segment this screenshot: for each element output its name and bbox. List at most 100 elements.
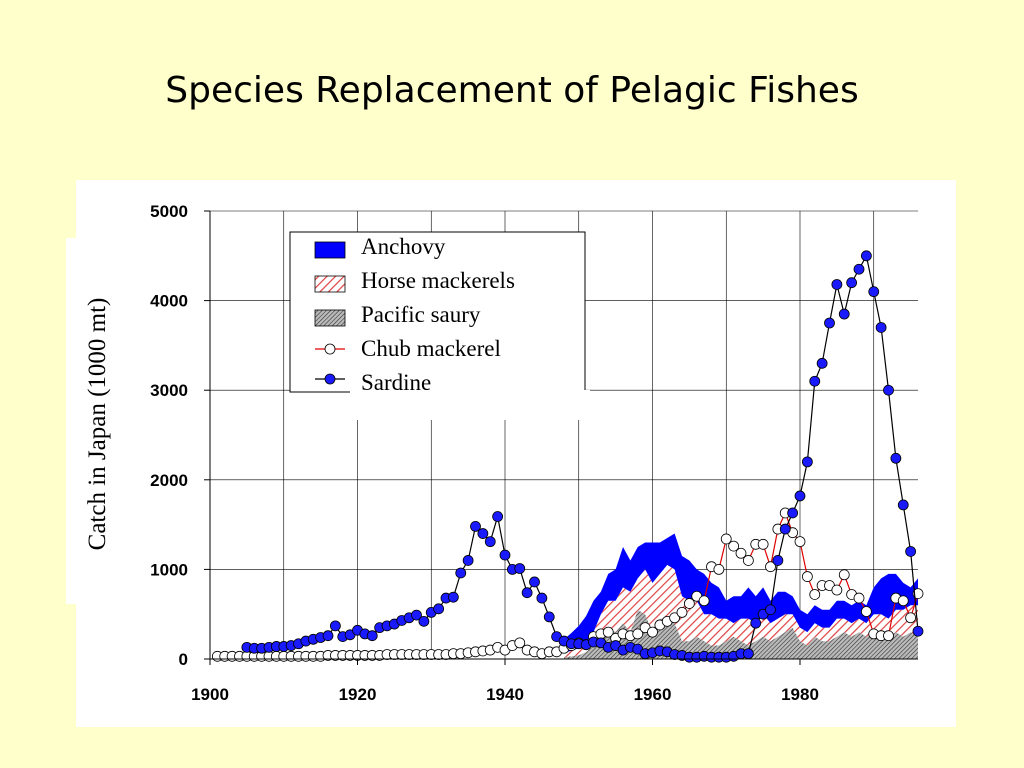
legend-swatch-horse-mackerels xyxy=(314,275,346,293)
point-sardine xyxy=(418,615,430,627)
legend: Anchovy Horse mackerels Pacific saury Chub … xyxy=(289,231,590,420)
point-sardine xyxy=(742,648,754,660)
point-sardine xyxy=(765,604,776,616)
point-chub-mackerel xyxy=(742,555,754,566)
point-chub-mackerel xyxy=(801,571,813,582)
point-sardine xyxy=(860,250,872,262)
point-sardine xyxy=(433,603,445,615)
point-chub-mackerel xyxy=(632,628,644,640)
point-sardine xyxy=(447,591,459,603)
point-sardine xyxy=(890,452,902,464)
point-sardine xyxy=(787,507,799,519)
point-chub-mackerel xyxy=(514,637,526,649)
point-chub-mackerel xyxy=(897,595,909,607)
point-sardine xyxy=(529,576,540,588)
point-chub-mackerel xyxy=(765,561,776,573)
y-tick-label: 5000 xyxy=(150,202,188,221)
point-chub-mackerel xyxy=(853,592,865,604)
legend-anchovy: Anchovy xyxy=(361,234,446,259)
point-sardine xyxy=(536,592,548,604)
y-tick-label: 4000 xyxy=(150,292,188,311)
legend-swatch-anchovy xyxy=(314,241,346,259)
point-sardine xyxy=(779,523,791,535)
point-sardine xyxy=(868,286,880,298)
point-sardine xyxy=(897,499,909,511)
legend-marker-chub-mackerel xyxy=(324,343,336,355)
point-sardine xyxy=(366,630,378,642)
point-chub-mackerel xyxy=(860,606,872,617)
point-chub-mackerel xyxy=(647,626,658,638)
point-chub-mackerel xyxy=(838,569,850,581)
area-pacific-saury xyxy=(564,609,918,659)
point-sardine xyxy=(484,536,496,548)
point-sardine xyxy=(329,620,341,632)
y-axis-title-box xyxy=(66,238,118,604)
point-sardine xyxy=(809,375,821,387)
y-axis-title: Catch in Japan (1000 mt) xyxy=(84,298,111,551)
point-chub-mackerel xyxy=(683,598,695,609)
point-sardine xyxy=(462,555,474,566)
point-sardine xyxy=(816,357,828,369)
legend-swatch-pacific-saury xyxy=(314,309,346,327)
point-sardine xyxy=(912,625,924,637)
x-tick-label: 1980 xyxy=(781,685,819,704)
point-chub-mackerel xyxy=(676,607,688,618)
stacked-areas xyxy=(564,533,918,659)
point-sardine xyxy=(322,630,334,642)
point-sardine xyxy=(411,609,422,621)
legend-marker-sardine xyxy=(324,373,336,385)
point-chub-mackerel xyxy=(905,612,917,624)
point-sardine xyxy=(831,279,843,290)
point-sardine xyxy=(543,611,555,623)
point-sardine xyxy=(470,520,481,532)
point-chub-mackerel xyxy=(809,589,821,600)
legend-sardine: Sardine xyxy=(361,370,431,395)
y-tick-label: 1000 xyxy=(150,560,188,579)
point-chub-mackerel xyxy=(757,538,769,550)
point-chub-mackerel xyxy=(713,564,725,575)
point-sardine xyxy=(514,563,526,574)
point-chub-mackerel xyxy=(735,547,747,559)
point-sardine xyxy=(772,555,784,566)
x-tick-label: 1960 xyxy=(634,685,672,704)
y-tick-label: 2000 xyxy=(150,471,188,490)
point-sardine xyxy=(883,384,894,396)
point-chub-mackerel xyxy=(883,630,894,642)
point-chub-mackerel xyxy=(669,612,681,624)
point-sardine xyxy=(824,317,835,329)
y-tick-label: 3000 xyxy=(150,381,188,400)
y-tick-label: 0 xyxy=(179,650,188,669)
point-chub-mackerel xyxy=(912,588,924,599)
x-tick-label: 1920 xyxy=(339,685,377,704)
legend-pacific-saury: Pacific saury xyxy=(361,302,481,327)
point-sardine xyxy=(875,322,887,333)
axes: 0 1000 2000 3000 4000 5000 1900 1920 1940 1960 198… xyxy=(150,202,918,704)
point-chub-mackerel xyxy=(831,584,843,596)
point-sardine xyxy=(801,456,813,468)
point-chub-mackerel xyxy=(728,540,740,552)
point-sardine xyxy=(455,567,467,579)
area-anchovy xyxy=(564,533,918,653)
x-tick-label: 1900 xyxy=(191,685,229,704)
legend-chub-mackerel: Chub mackerel xyxy=(361,336,501,361)
point-sardine xyxy=(853,263,865,275)
point-sardine xyxy=(905,546,917,557)
series-lines xyxy=(211,250,924,663)
area-horse-mackerels xyxy=(564,564,918,658)
point-sardine xyxy=(477,528,489,539)
point-chub-mackerel xyxy=(602,626,614,638)
point-sardine xyxy=(846,277,858,289)
legend-horse-mackerels: Horse mackerels xyxy=(361,268,515,293)
point-sardine xyxy=(499,549,511,561)
point-chub-mackerel xyxy=(720,533,732,545)
slide-title: Species Replacement of Pelagic Fishes xyxy=(165,70,859,111)
point-sardine xyxy=(750,617,762,629)
point-sardine xyxy=(521,587,533,599)
point-chub-mackerel xyxy=(794,536,806,548)
x-tick-label: 1940 xyxy=(486,685,524,704)
point-sardine xyxy=(838,308,850,320)
point-sardine xyxy=(492,511,504,522)
point-sardine xyxy=(794,490,806,502)
point-chub-mackerel xyxy=(698,595,710,607)
